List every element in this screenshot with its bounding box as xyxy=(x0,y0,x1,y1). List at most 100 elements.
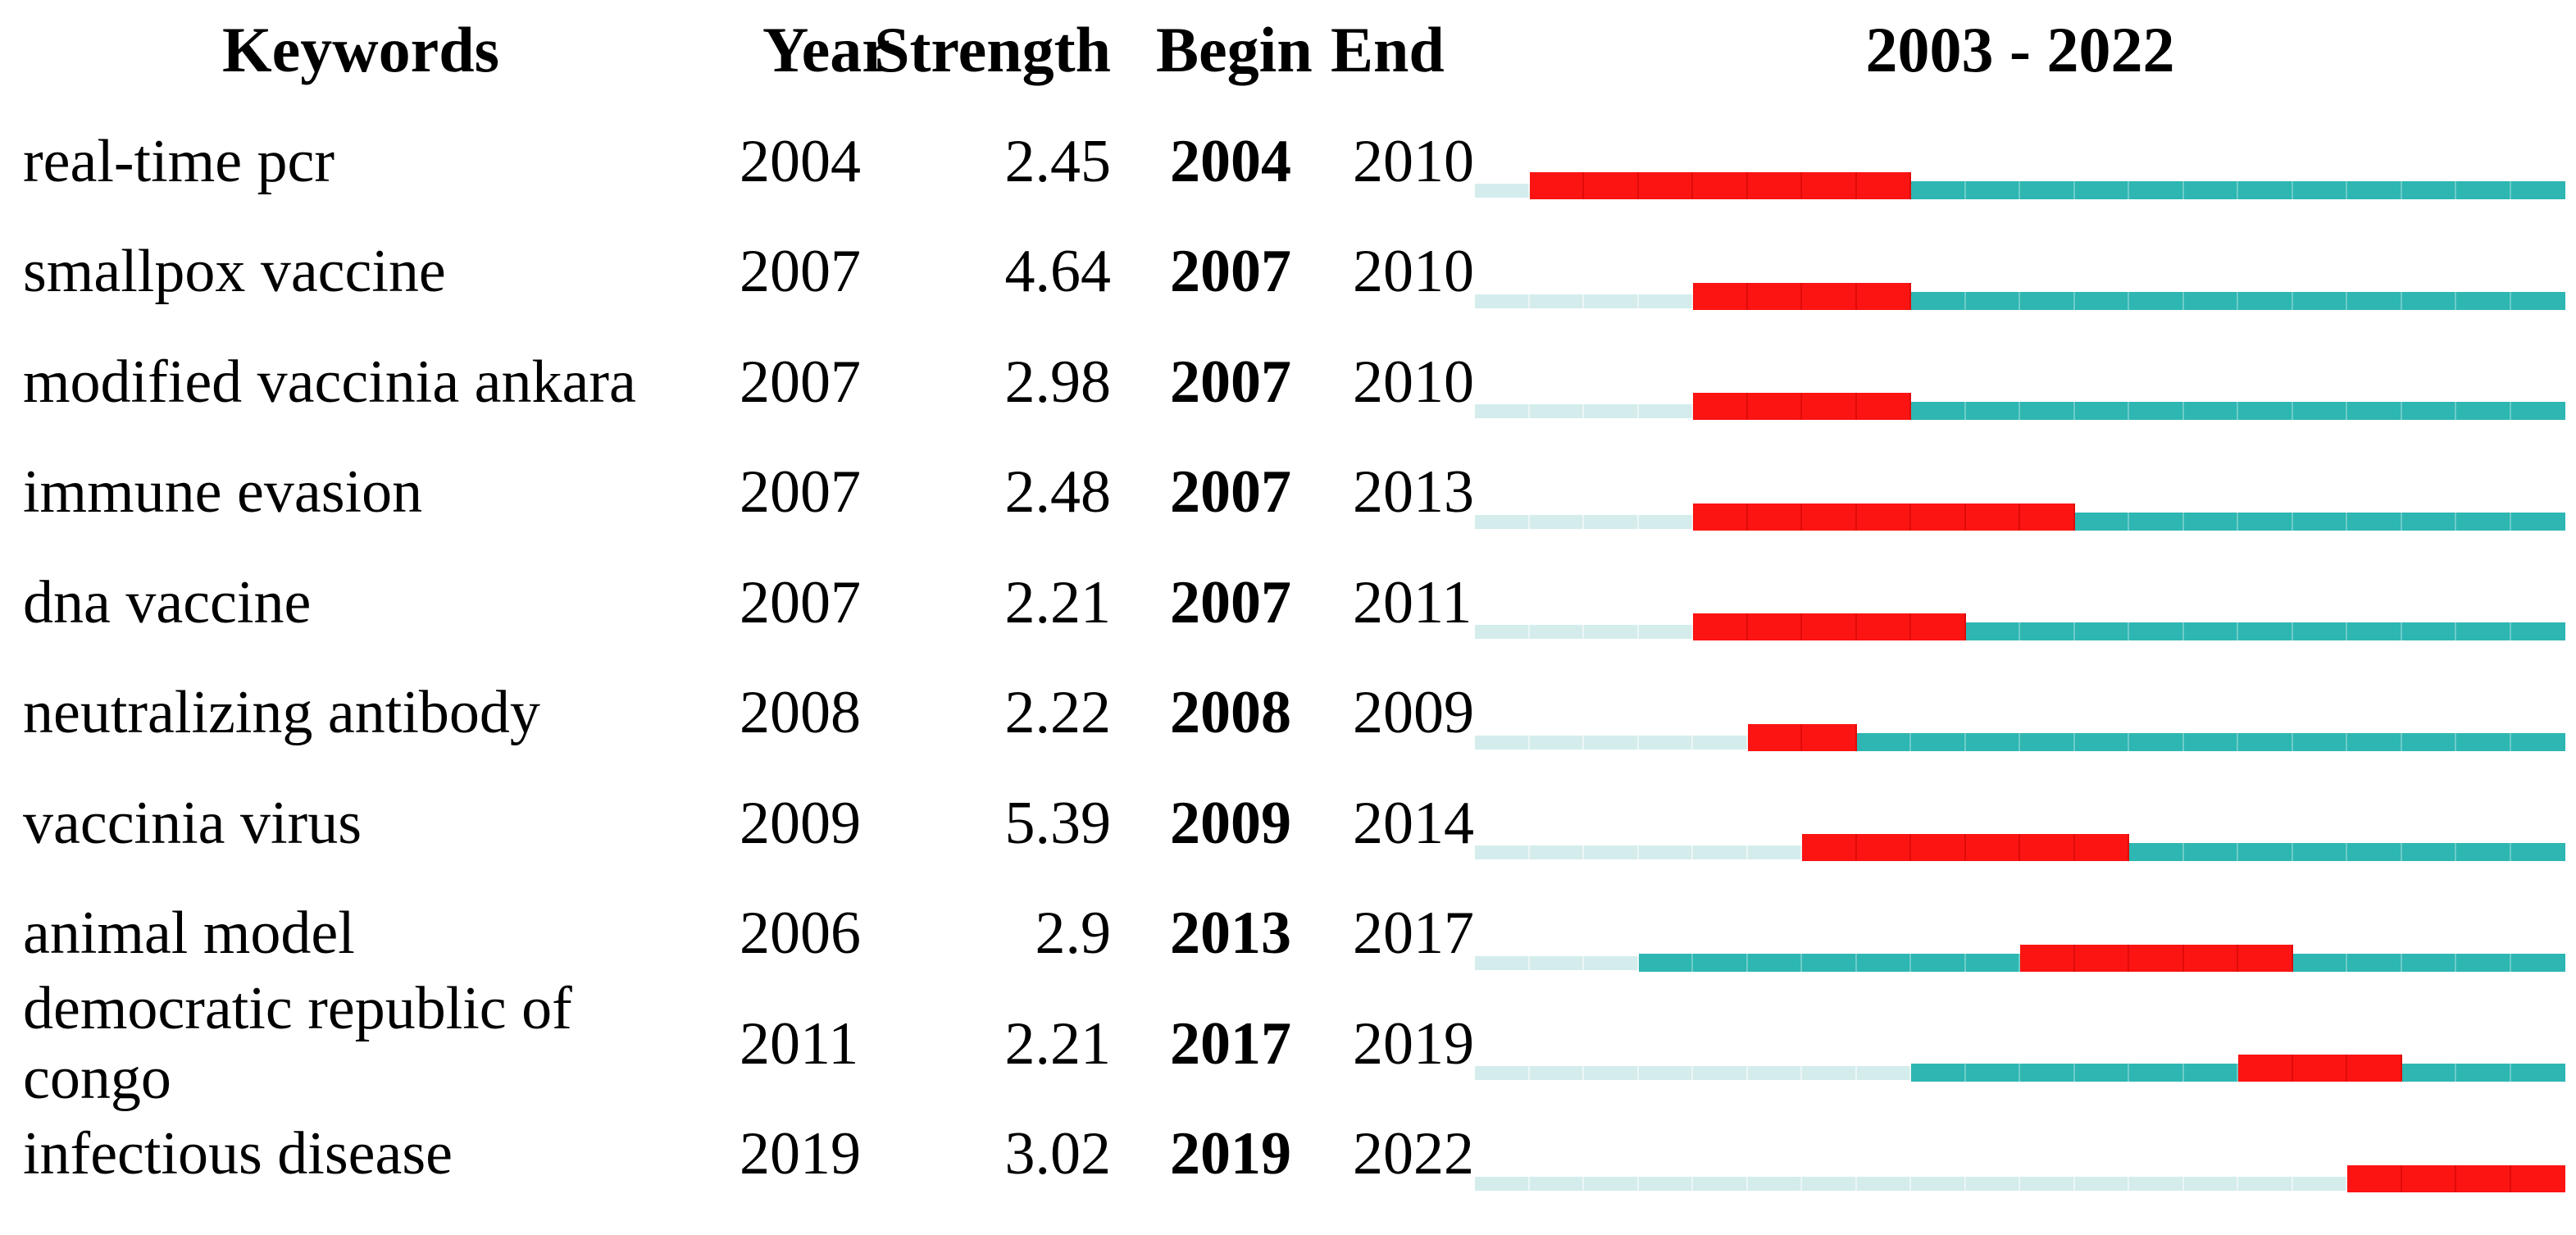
year-segment-2008 xyxy=(1747,172,1802,200)
year-segment-2007 xyxy=(1693,613,1748,641)
year-segment-2008 xyxy=(1747,1066,1802,1081)
year-segment-2020 xyxy=(2401,1164,2456,1192)
burst-row: infectious disease 2019 3.02 2019 2022 xyxy=(0,1100,2576,1210)
year-segment-2006 xyxy=(1638,953,1693,972)
year-segment-2020 xyxy=(2401,181,2456,200)
year-segment-2010 xyxy=(1856,1066,1911,1081)
year-segment-2011 xyxy=(1911,834,1966,862)
header-row: Keywords Year Strength Begin End 2003 - … xyxy=(0,7,2576,93)
strength-cell: 2.21 xyxy=(1004,568,1112,636)
rows: real-time pcr 2004 2.45 2004 2010 smallp… xyxy=(0,107,2576,1210)
year-segment-2009 xyxy=(1802,393,1857,421)
year-segment-2003 xyxy=(1475,625,1530,640)
timeline-bar xyxy=(1475,613,2565,641)
year-segment-2018 xyxy=(2292,732,2347,751)
year-segment-2021 xyxy=(2456,402,2511,421)
year-segment-2011 xyxy=(1911,1064,1966,1082)
year-segment-2004 xyxy=(1529,172,1584,200)
year-segment-2003 xyxy=(1475,184,1530,198)
year-segment-2013 xyxy=(2020,834,2075,862)
year-segment-2022 xyxy=(2510,732,2565,751)
year-segment-2006 xyxy=(1638,625,1693,640)
strength-cell: 4.64 xyxy=(1004,238,1112,306)
keyword-cell: democratic republic of congo xyxy=(23,975,572,1113)
year-segment-2004 xyxy=(1529,955,1584,970)
year-segment-2022 xyxy=(2510,512,2565,531)
timeline-bar xyxy=(1475,171,2565,200)
year-segment-2013 xyxy=(2020,732,2075,751)
strength-cell: 2.21 xyxy=(1004,1009,1112,1078)
year-segment-2011 xyxy=(1911,503,1966,531)
year-segment-2018 xyxy=(2292,843,2347,862)
year-segment-2013 xyxy=(2020,402,2075,421)
year-segment-2015 xyxy=(2129,1064,2184,1082)
year-segment-2006 xyxy=(1638,845,1693,860)
keyword-cell: smallpox vaccine xyxy=(23,238,446,306)
year-segment-2018 xyxy=(2292,181,2347,200)
year-segment-2019 xyxy=(2347,512,2402,531)
strength-cell: 2.22 xyxy=(1004,679,1112,747)
year-segment-2015 xyxy=(2129,843,2184,862)
year-segment-2016 xyxy=(2183,181,2238,200)
year-segment-2018 xyxy=(2292,622,2347,641)
year-segment-2007 xyxy=(1693,393,1748,421)
end-cell: 2010 xyxy=(1353,348,1474,416)
keyword-cell: dna vaccine xyxy=(23,568,312,636)
year-segment-2007 xyxy=(1693,845,1748,860)
year-segment-2019 xyxy=(2347,732,2402,751)
year-segment-2012 xyxy=(1965,402,2020,421)
citation-burst-chart: Keywords Year Strength Begin End 2003 - … xyxy=(0,7,2576,1210)
burst-row: modified vaccinia ankara 2007 2.98 2007 … xyxy=(0,327,2576,438)
year-segment-2013 xyxy=(2020,622,2075,641)
timeline-cell xyxy=(1472,258,2576,310)
year-segment-2019 xyxy=(2347,402,2402,421)
timeline-bar xyxy=(1475,944,2565,972)
year-segment-2005 xyxy=(1584,172,1639,200)
year-segment-2018 xyxy=(2292,512,2347,531)
end-cell: 2014 xyxy=(1353,789,1474,857)
burst-row: democratic republic of congo 2011 2.21 2… xyxy=(0,975,2576,1112)
year-segment-2019 xyxy=(2347,622,2402,641)
year-segment-2016 xyxy=(2183,291,2238,310)
begin-cell: 2009 xyxy=(1170,789,1291,857)
strength-cell: 2.45 xyxy=(1004,127,1112,195)
year-segment-2016 xyxy=(2183,512,2238,531)
timeline-bar xyxy=(1475,282,2565,310)
keyword-cell: real-time pcr xyxy=(23,127,335,195)
strength-cell: 5.39 xyxy=(1004,789,1112,857)
year-segment-2021 xyxy=(2456,512,2511,531)
year-segment-2011 xyxy=(1911,181,1966,200)
timeline-bar xyxy=(1475,833,2565,862)
year-cell: 2004 xyxy=(740,127,861,195)
year-segment-2017 xyxy=(2238,843,2293,862)
year-segment-2020 xyxy=(2401,402,2456,421)
year-segment-2004 xyxy=(1529,845,1584,860)
year-segment-2009 xyxy=(1802,1176,1857,1191)
year-segment-2008 xyxy=(1747,393,1802,421)
year-segment-2021 xyxy=(2456,1164,2511,1192)
year-segment-2020 xyxy=(2401,1064,2456,1082)
year-segment-2021 xyxy=(2456,843,2511,862)
year-segment-2012 xyxy=(1965,503,2020,531)
header-year: Year xyxy=(762,14,890,85)
year-segment-2007 xyxy=(1693,282,1748,310)
burst-row: animal model 2006 2.9 2013 2017 xyxy=(0,879,2576,990)
year-segment-2006 xyxy=(1638,735,1693,750)
year-segment-2013 xyxy=(2020,291,2075,310)
timeline-cell xyxy=(1472,589,2576,641)
keyword-cell: neutralizing antibody xyxy=(23,679,540,747)
end-cell: 2022 xyxy=(1353,1120,1474,1188)
timeline-cell xyxy=(1472,1030,2576,1082)
year-segment-2009 xyxy=(1802,282,1857,310)
timeline-bar xyxy=(1475,503,2565,531)
keyword-cell: immune evasion xyxy=(23,458,423,526)
timeline-bar xyxy=(1475,1054,2565,1082)
year-segment-2022 xyxy=(2510,622,2565,641)
year-segment-2015 xyxy=(2129,402,2184,421)
year-segment-2011 xyxy=(1911,1176,1966,1191)
burst-row: smallpox vaccine 2007 4.64 2007 2010 xyxy=(0,217,2576,328)
year-segment-2012 xyxy=(1965,1064,2020,1082)
begin-cell: 2017 xyxy=(1170,1009,1291,1078)
year-segment-2006 xyxy=(1638,404,1693,419)
year-cell: 2009 xyxy=(740,789,861,857)
